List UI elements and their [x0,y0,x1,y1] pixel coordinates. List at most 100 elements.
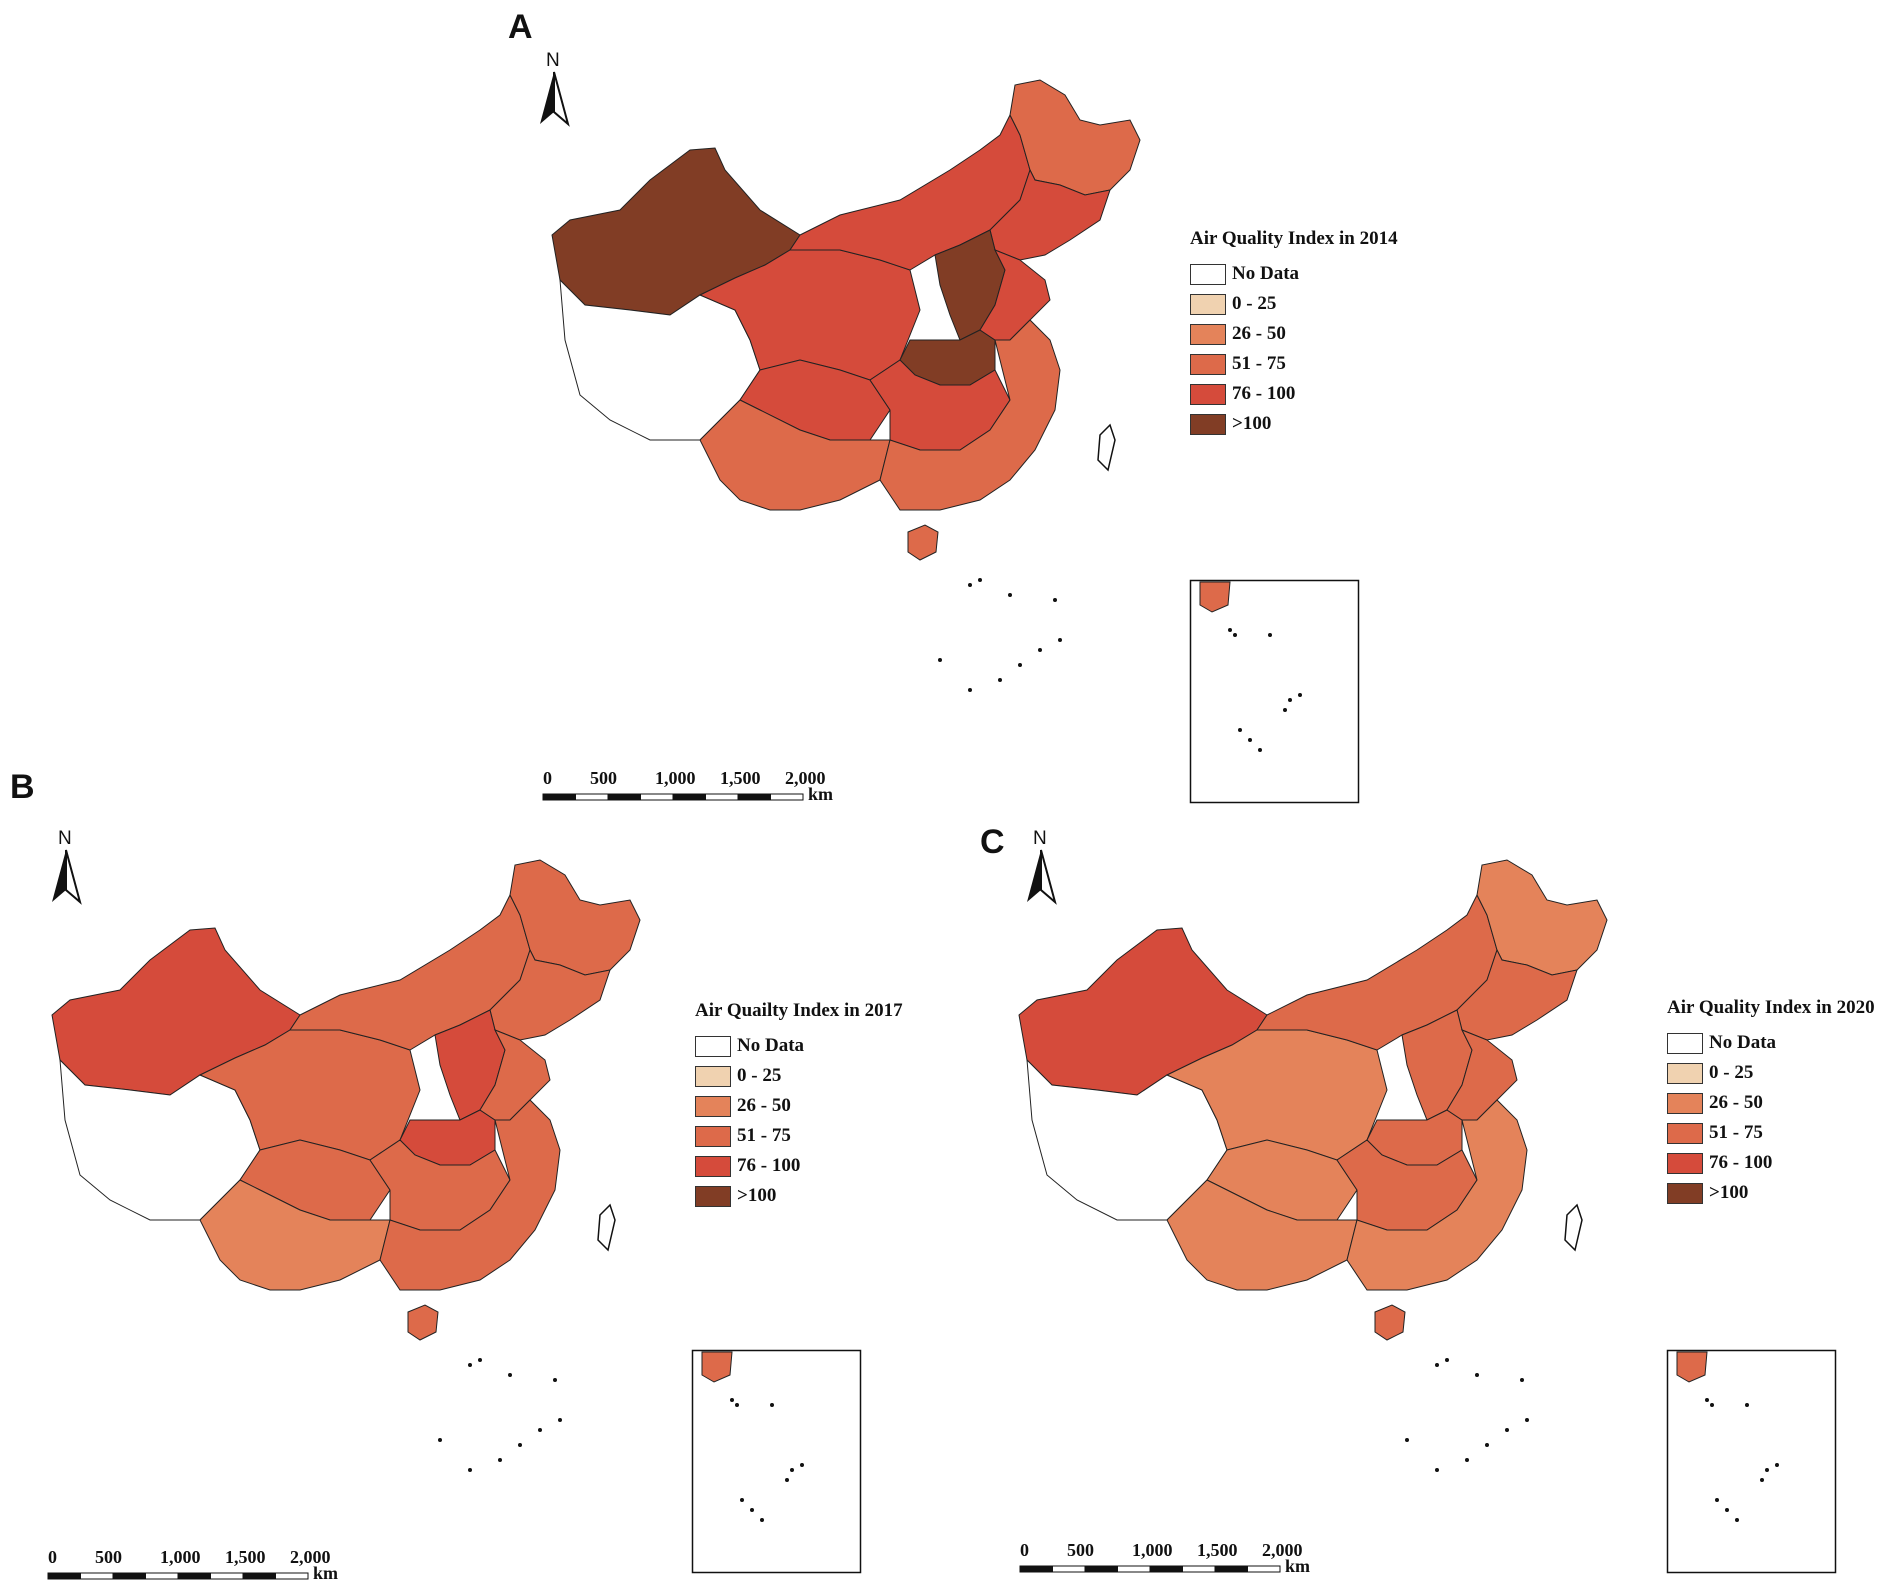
legend-title: Air Quality Index in 2014 [1190,228,1398,249]
region-hainan [1374,1304,1406,1341]
legend-swatch [1190,413,1226,435]
legend-swatch [1667,1152,1703,1174]
legend-swatch [695,1095,731,1117]
legend-item: >100 [1667,1178,1875,1208]
legend-item: >100 [1190,409,1398,439]
legend-item: 51 - 75 [695,1121,903,1151]
scale-bar [1019,1565,1281,1573]
legend-swatch [695,1125,731,1147]
region-qinghai-gansu [698,249,921,381]
north-arrow-icon [52,849,82,905]
legend-swatch [1667,1122,1703,1144]
panel-label: B [10,768,35,806]
scale-tick-label: 1,500 [1197,1540,1238,1560]
legend-item: 26 - 50 [1667,1088,1875,1118]
north-label: N [546,50,560,71]
map-legend: Air Quailty Index in 2017 No Data 0 - 25 26… [695,1000,903,1211]
map-panel-a: A N Air Quality Index in 2014 No Data 0 - 25… [508,8,1398,804]
region-southeast [379,1099,561,1291]
legend-swatch [1190,353,1226,375]
scale-tick-label: 1,500 [720,768,761,788]
south-sea-islands [438,1358,562,1472]
legend-swatch [1190,383,1226,405]
legend-item: No Data [1190,259,1398,289]
legend-label: 0 - 25 [737,1065,782,1086]
region-hainan [907,524,939,561]
region-southeast [879,319,1061,511]
legend-label: 26 - 50 [737,1095,791,1116]
map-legend: Air Quality Index in 2014 No Data 0 - 25 26… [1190,228,1398,439]
scale-tick-label: 500 [590,768,617,788]
legend-label: No Data [737,1035,805,1056]
legend-swatch [695,1185,731,1207]
region-qinghai-gansu [198,1029,421,1161]
scale-tick-label: 1,500 [225,1547,266,1567]
legend-label: No Data [1232,263,1300,284]
scale-tick-label: 500 [1067,1540,1094,1560]
taiwan-outline [1564,1203,1583,1252]
panel-label: C [980,823,1005,861]
north-arrow-icon [540,71,570,127]
legend-swatch [695,1065,731,1087]
legend-item: 76 - 100 [1667,1148,1875,1178]
north-arrow-icon [1027,849,1057,905]
legend-title: Air Quailty Index in 2017 [695,1000,903,1021]
scale-tick-label: 2,000 [290,1547,331,1567]
legend-label: 51 - 75 [1232,353,1286,374]
region-hainan [407,1304,439,1341]
south-sea-islands [1405,1358,1529,1472]
panel-label: A [508,8,533,46]
south-sea-islands [938,578,1062,692]
legend-item: 76 - 100 [1190,379,1398,409]
legend-item: 51 - 75 [1190,349,1398,379]
legend-item: No Data [1667,1028,1875,1058]
legend-label: 26 - 50 [1232,323,1286,344]
legend-item: 26 - 50 [695,1091,903,1121]
legend-swatch [1190,323,1226,345]
legend-swatch [1667,1062,1703,1084]
legend-label: 51 - 75 [1709,1122,1763,1143]
region-qinghai-gansu [1165,1029,1388,1161]
scale-tick-label: 0 [1020,1540,1029,1560]
scale-tick-label: 500 [95,1547,122,1567]
scale-tick-label: 2,000 [785,768,826,788]
taiwan-outline [597,1203,616,1252]
map-legend: Air Quality Index in 2020 No Data 0 - 25 26… [1667,997,1875,1208]
scale-unit: km [313,1563,339,1583]
region-southeast [1346,1099,1528,1291]
legend-item: No Data [695,1031,903,1061]
china-map [1018,859,1608,1472]
legend-label: 76 - 100 [1709,1152,1773,1173]
scale-tick-label: 1,000 [1132,1540,1173,1560]
legend-item: 0 - 25 [695,1061,903,1091]
legend-label: 76 - 100 [1232,383,1296,404]
legend-label: >100 [1232,413,1272,434]
legend-item: 26 - 50 [1190,319,1398,349]
legend-title: Air Quality Index in 2020 [1667,997,1875,1018]
scale-tick-label: 2,000 [1262,1540,1303,1560]
china-map [551,79,1141,692]
legend-item: 76 - 100 [695,1151,903,1181]
south-china-sea-inset [1666,1349,1837,1574]
legend-swatch [1667,1182,1703,1204]
scale-bar [47,1572,309,1580]
legend-item: 51 - 75 [1667,1118,1875,1148]
legend-swatch [695,1035,731,1057]
legend-label: >100 [1709,1182,1749,1203]
legend-swatch [1667,1092,1703,1114]
legend-label: 0 - 25 [1709,1062,1754,1083]
legend-item: 0 - 25 [1190,289,1398,319]
legend-label: 0 - 25 [1232,293,1277,314]
scale-tick-label: 0 [48,1547,57,1567]
south-china-sea-inset [691,1349,862,1574]
legend-label: >100 [737,1185,777,1206]
legend-item: >100 [695,1181,903,1211]
south-china-sea-inset [1189,579,1360,804]
north-label: N [1033,828,1047,849]
scale-tick-label: 1,000 [655,768,696,788]
legend-swatch [1190,293,1226,315]
scale-unit: km [1285,1556,1311,1576]
legend-label: 26 - 50 [1709,1092,1763,1113]
